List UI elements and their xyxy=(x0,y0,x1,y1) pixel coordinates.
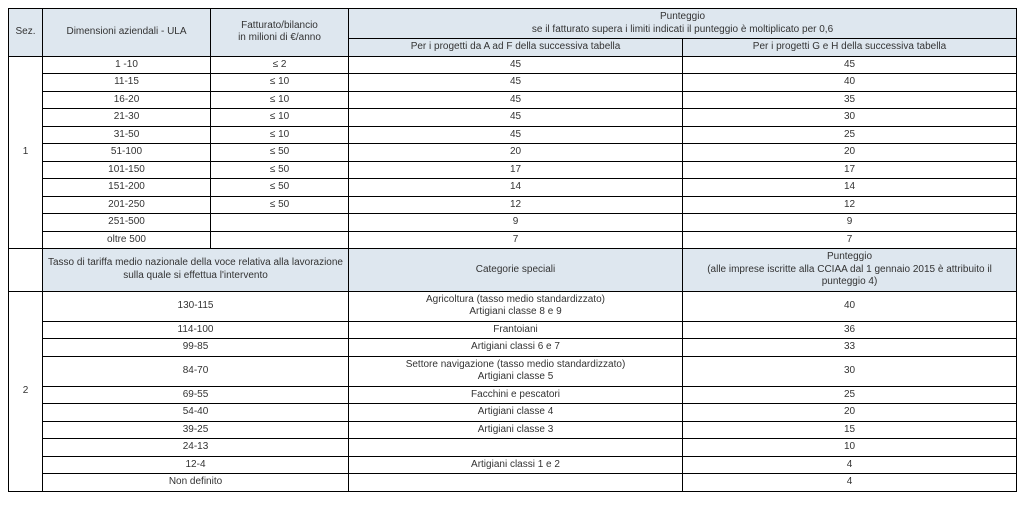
header-punteggio2: Punteggio(alle imprese iscritte alla CCI… xyxy=(683,249,1017,292)
sec1-fat: ≤ 50 xyxy=(211,196,349,214)
sez-2-cell: 2 xyxy=(9,291,43,491)
sec1-b: 40 xyxy=(683,74,1017,92)
sec1-fat: ≤ 50 xyxy=(211,144,349,162)
main-table: Sez. Dimensioni aziendali - ULA Fatturat… xyxy=(8,8,1017,492)
sec2-punt: 20 xyxy=(683,404,1017,422)
sec2-punt: 4 xyxy=(683,456,1017,474)
header-dim: Dimensioni aziendali - ULA xyxy=(43,9,211,57)
sec1-dim: 21-30 xyxy=(43,109,211,127)
sec1-fat xyxy=(211,231,349,249)
sec1-dim: 16-20 xyxy=(43,91,211,109)
sec1-b: 20 xyxy=(683,144,1017,162)
sec1-b: 7 xyxy=(683,231,1017,249)
sez-1-cell: 1 xyxy=(9,56,43,249)
sec1-a: 17 xyxy=(349,161,683,179)
sec2-tasso: 84-70 xyxy=(43,356,349,386)
sec1-fat: ≤ 10 xyxy=(211,109,349,127)
sec1-dim: 101-150 xyxy=(43,161,211,179)
header-fatturato: Fatturato/bilancioin milioni di €/anno xyxy=(211,9,349,57)
sec1-dim: oltre 500 xyxy=(43,231,211,249)
sec1-fat xyxy=(211,214,349,232)
sec2-tasso: 39-25 xyxy=(43,421,349,439)
sec2-cat: Artigiani classi 6 e 7 xyxy=(349,339,683,357)
sec2-tasso: 69-55 xyxy=(43,386,349,404)
header-proj-af: Per i progetti da A ad F della successiv… xyxy=(349,39,683,57)
sec1-b: 35 xyxy=(683,91,1017,109)
sec1-a: 12 xyxy=(349,196,683,214)
sec2-punt: 33 xyxy=(683,339,1017,357)
sec1-fat: ≤ 10 xyxy=(211,91,349,109)
sec2-punt: 15 xyxy=(683,421,1017,439)
sec1-a: 45 xyxy=(349,56,683,74)
sec2-cat: Artigiani classe 3 xyxy=(349,421,683,439)
sec1-b: 30 xyxy=(683,109,1017,127)
sec1-dim: 31-50 xyxy=(43,126,211,144)
sec2-punt: 4 xyxy=(683,474,1017,492)
sec2-cat: Frantoiani xyxy=(349,321,683,339)
sec1-a: 45 xyxy=(349,126,683,144)
sec1-a: 45 xyxy=(349,109,683,127)
sec2-cat: Artigiani classi 1 e 2 xyxy=(349,456,683,474)
sec1-fat: ≤ 50 xyxy=(211,179,349,197)
sec2-cat: Facchini e pescatori xyxy=(349,386,683,404)
sec1-a: 7 xyxy=(349,231,683,249)
sec1-a: 20 xyxy=(349,144,683,162)
sec1-b: 45 xyxy=(683,56,1017,74)
sec1-b: 9 xyxy=(683,214,1017,232)
sec1-a: 45 xyxy=(349,91,683,109)
sec1-b: 17 xyxy=(683,161,1017,179)
sec1-fat: ≤ 10 xyxy=(211,126,349,144)
sec2-tasso: 99-85 xyxy=(43,339,349,357)
header-tasso: Tasso di tariffa medio nazionale della v… xyxy=(43,249,349,292)
header-proj-gh: Per i progetti G e H della successiva ta… xyxy=(683,39,1017,57)
sec1-b: 14 xyxy=(683,179,1017,197)
sec2-tasso: 12-4 xyxy=(43,456,349,474)
sez-2-gap xyxy=(9,249,43,292)
sec2-punt: 40 xyxy=(683,291,1017,321)
sec2-punt: 36 xyxy=(683,321,1017,339)
sec2-cat: Agricoltura (tasso medio standardizzato)… xyxy=(349,291,683,321)
sec2-tasso: 130-115 xyxy=(43,291,349,321)
sec2-cat xyxy=(349,439,683,457)
sec1-a: 45 xyxy=(349,74,683,92)
sec2-tasso: Non definito xyxy=(43,474,349,492)
sec2-tasso: 54-40 xyxy=(43,404,349,422)
sec1-dim: 1 -10 xyxy=(43,56,211,74)
sec2-punt: 10 xyxy=(683,439,1017,457)
sec1-dim: 51-100 xyxy=(43,144,211,162)
sec1-fat: ≤ 50 xyxy=(211,161,349,179)
sec1-dim: 251-500 xyxy=(43,214,211,232)
sec2-cat xyxy=(349,474,683,492)
sec2-punt: 30 xyxy=(683,356,1017,386)
sec1-fat: ≤ 2 xyxy=(211,56,349,74)
sec2-cat: Artigiani classe 4 xyxy=(349,404,683,422)
sec2-tasso: 114-100 xyxy=(43,321,349,339)
sec2-cat: Settore navigazione (tasso medio standar… xyxy=(349,356,683,386)
sec1-dim: 11-15 xyxy=(43,74,211,92)
sec1-fat: ≤ 10 xyxy=(211,74,349,92)
header-sez: Sez. xyxy=(9,9,43,57)
header-categorie: Categorie speciali xyxy=(349,249,683,292)
sec1-a: 9 xyxy=(349,214,683,232)
sec2-tasso: 24-13 xyxy=(43,439,349,457)
sec1-a: 14 xyxy=(349,179,683,197)
sec1-dim: 151-200 xyxy=(43,179,211,197)
header-punteggio-top: Punteggiose il fatturato supera i limiti… xyxy=(349,9,1017,39)
sec1-dim: 201-250 xyxy=(43,196,211,214)
sec2-punt: 25 xyxy=(683,386,1017,404)
sec1-b: 12 xyxy=(683,196,1017,214)
sec1-b: 25 xyxy=(683,126,1017,144)
